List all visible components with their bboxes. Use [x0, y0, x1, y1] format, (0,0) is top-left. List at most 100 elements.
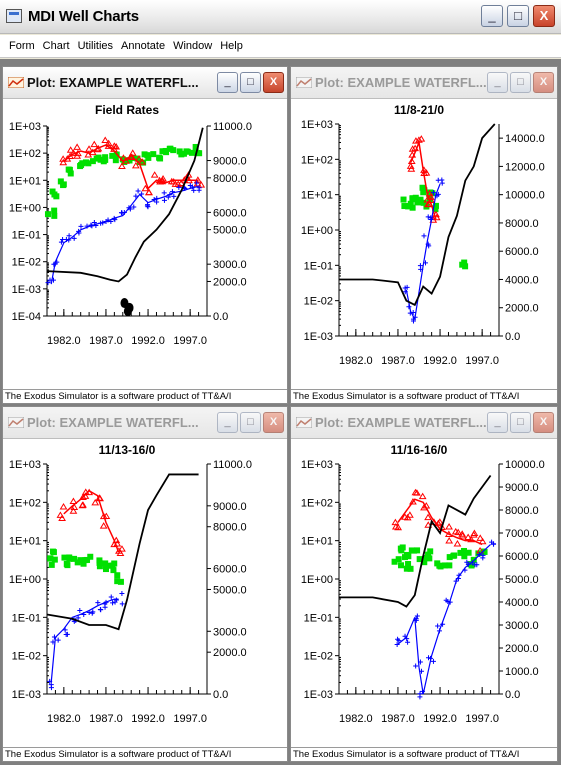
menu-bar: Form Chart Utilities Annotate Window Hel…	[0, 35, 561, 58]
water-rate-point	[472, 562, 478, 568]
menu-form[interactable]: Form	[9, 40, 35, 52]
water-rate-point	[131, 204, 137, 210]
window-maximize-button[interactable]: □	[510, 72, 531, 93]
menu-help[interactable]: Help	[220, 40, 243, 52]
window-maximize-button[interactable]: □	[240, 72, 261, 93]
y-left-tick-label: 1E+01	[9, 536, 41, 548]
gas-rate-point	[102, 512, 111, 520]
y-right-tick-label: 2000.0	[505, 643, 539, 655]
chart-11-13-16-0[interactable]: 11/13-16/0 1E+03 1E+02 1E+01 1E+00 1E-01 1E-02…	[3, 440, 287, 747]
menu-window[interactable]: Window	[173, 40, 213, 52]
plot-window-title: Plot: EXAMPLE WATERFL...	[315, 415, 487, 430]
close-button[interactable]: X	[533, 5, 555, 27]
gas-rate-point	[418, 492, 427, 500]
window-close-button[interactable]: X	[263, 412, 284, 433]
plot-window-title-bar[interactable]: Plot: EXAMPLE WATERFL... _ □ X	[291, 407, 557, 439]
oil-rate-point	[51, 212, 58, 219]
window-app-icon[interactable]	[6, 9, 22, 23]
oil-rate-point	[401, 203, 408, 210]
x-tick-label: 1992.0	[131, 713, 165, 725]
water-rate-point	[191, 187, 197, 193]
y-right-tick-label: 6000.0	[505, 246, 539, 258]
oil-rate-point	[66, 555, 73, 562]
water-rate-point	[161, 190, 167, 196]
window-minimize-button[interactable]: _	[487, 412, 508, 433]
oil-rate-point	[50, 549, 57, 556]
chart-title: 11/13-16/0	[99, 443, 156, 457]
oil-rate-point	[166, 145, 173, 152]
water-rate-point	[119, 210, 125, 216]
gas-rate-point	[476, 546, 484, 554]
oil-rate-point	[407, 565, 414, 572]
window-minimize-button[interactable]: _	[217, 412, 238, 433]
chart-field-rates[interactable]: Field Rates 1E+03 1E+02 1E+01 1E+00 1E-01 1E-0…	[3, 100, 287, 389]
menu-utilities[interactable]: Utilities	[77, 40, 114, 52]
gas-rate-line	[409, 139, 437, 220]
y-left-tick-label: 1E+01	[9, 175, 41, 187]
window-close-button[interactable]: X	[533, 72, 554, 93]
gas-rate-point	[445, 536, 454, 544]
oil-rate-point	[63, 560, 70, 567]
minimize-icon: _	[224, 76, 231, 88]
water-rate-point	[410, 318, 416, 324]
oil-rate-point	[44, 211, 51, 218]
window-maximize-button[interactable]: □	[240, 412, 261, 433]
footer-text: The Exodus Simulator is a software produ…	[3, 389, 287, 403]
water-rate-point	[464, 559, 470, 565]
y-left-tick-label: 1E+03	[9, 121, 41, 133]
maximize-button[interactable]: □	[507, 5, 529, 27]
oil-rate-point	[96, 563, 103, 570]
plot-window-11-8-21-0[interactable]: Plot: EXAMPLE WATERFL... _ □ X 11/8-21/0…	[290, 66, 558, 404]
plot-window-title-bar[interactable]: Plot: EXAMPLE WATERFL... _ □ X	[291, 67, 557, 99]
y-right-tick-label: 3000.0	[213, 259, 247, 271]
injection-point	[125, 302, 134, 313]
y-left-tick-label: 1E+02	[301, 154, 333, 166]
plot-window-title-bar[interactable]: Plot: EXAMPLE WATERFL... _ □ X	[3, 67, 287, 99]
oil-rate-point	[421, 559, 428, 566]
y-right-tick-label: 8000.0	[505, 218, 539, 230]
oil-rate-point	[420, 199, 427, 206]
title-bar[interactable]: MDI Well Charts _ □ X	[0, 0, 561, 34]
plot-window-title-bar[interactable]: Plot: EXAMPLE WATERFL... _ □ X	[3, 407, 287, 439]
close-icon: X	[539, 76, 548, 88]
y-right-tick-label: 3000.0	[213, 626, 247, 638]
menu-chart[interactable]: Chart	[42, 40, 70, 52]
plot-window-field-rates[interactable]: Plot: EXAMPLE WATERFL... _ □ X Field Rat…	[2, 66, 288, 404]
chart-11-8-21-0[interactable]: 11/8-21/0 1E+03 1E+02 1E+01 1E+00 1E-01 1E-02 1…	[291, 100, 557, 389]
water-rate-point	[78, 223, 84, 229]
gas-rate-point	[424, 200, 432, 208]
y-right-tick-label: 2000.0	[213, 647, 247, 659]
chart-11-16-16-0[interactable]: 11/16-16/0 1E+03 1E+02 1E+01 1E+00 1E-01 1E-02…	[291, 440, 557, 747]
oil-rate-point	[159, 148, 166, 155]
y-left-tick-label: 1E-03	[304, 689, 333, 701]
oil-rate-point	[460, 547, 467, 554]
water-rate-line	[50, 598, 119, 683]
gas-rate-point	[458, 531, 467, 539]
minimize-icon: _	[488, 8, 496, 23]
minimize-button[interactable]: _	[481, 5, 503, 27]
y-right-tick-label: 9000.0	[505, 482, 539, 494]
window-minimize-button[interactable]: _	[487, 72, 508, 93]
gas-rate-point	[424, 513, 432, 521]
window-minimize-button[interactable]: _	[217, 72, 238, 93]
oil-rate-point	[112, 157, 119, 164]
water-rate-point	[439, 180, 445, 186]
x-tick-label: 1997.0	[173, 713, 207, 725]
gas-rate-point	[84, 151, 93, 158]
water-rate-point	[480, 555, 486, 561]
y-right-tick-label: 4000.0	[505, 597, 539, 609]
close-icon: X	[539, 416, 548, 428]
window-close-button[interactable]: X	[533, 412, 554, 433]
menu-annotate[interactable]: Annotate	[121, 40, 166, 52]
window-close-button[interactable]: X	[263, 72, 284, 93]
plot-window-11-16-16-0[interactable]: Plot: EXAMPLE WATERFL... _ □ X 11/16-16/…	[290, 406, 558, 762]
gas-rate-point	[78, 501, 87, 509]
window-maximize-button[interactable]: □	[510, 412, 531, 433]
gas-rate-point	[159, 175, 167, 182]
oil-rate-point	[416, 556, 423, 563]
pressure-line	[46, 473, 199, 631]
minimize-icon: _	[494, 76, 501, 88]
plot-window-11-13-16-0[interactable]: Plot: EXAMPLE WATERFL... _ □ X 11/13-16/…	[2, 406, 288, 762]
gas-rate-point	[91, 498, 100, 506]
gas-rate-point	[79, 493, 87, 500]
